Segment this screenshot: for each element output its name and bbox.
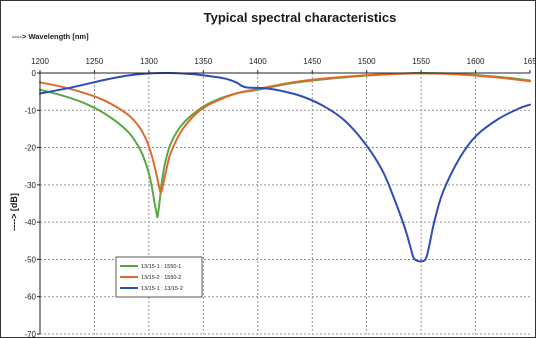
legend-entry: 13/15-2 : 1550-2: [141, 275, 181, 281]
x-tick-label: 165: [523, 57, 536, 66]
y-tick-label: -40: [24, 218, 36, 227]
x-tick-label: 1500: [358, 57, 376, 66]
y-tick-label: -10: [24, 106, 36, 115]
x-axis-label: ----> Wavelength [nm]: [12, 32, 89, 41]
legend-entry: 13/15-1 : 13/15-2: [141, 286, 183, 292]
y-tick-label: -70: [24, 330, 36, 338]
axes: [37, 70, 531, 335]
y-tick-label: -50: [24, 255, 36, 264]
x-tick-label: 1350: [194, 57, 212, 66]
x-tick-label: 1300: [140, 57, 158, 66]
x-tick-label: 1600: [467, 57, 485, 66]
y-axis-label: ----> [dB]: [9, 193, 19, 231]
chart-title: Typical spectral characteristics: [204, 10, 397, 25]
x-tick-label: 1400: [249, 57, 267, 66]
tick-labels: 1200 1250 1300 1350 1400 1450 1500 1550 1600 1650…: [24, 57, 536, 338]
series-line-2: [39, 72, 531, 194]
legend-entry: 13/15-1 : 1550-1: [141, 264, 181, 270]
x-tick-label: 1200: [31, 57, 49, 66]
series-line-3: [39, 71, 531, 263]
x-tick-label: 1550: [412, 57, 430, 66]
x-tick-label: 1250: [86, 57, 104, 66]
series-lines: [39, 71, 531, 263]
y-tick-label: -20: [24, 144, 36, 153]
y-tick-label: 0: [32, 69, 37, 78]
grid: [40, 73, 530, 335]
x-tick-label: 1450: [303, 57, 321, 66]
legend: 13/15-1 : 1550-1 13/15-2 : 1550-2 13/15-1 …: [115, 256, 203, 298]
y-tick-label: -30: [24, 181, 36, 190]
y-tick-label: -60: [24, 293, 36, 302]
